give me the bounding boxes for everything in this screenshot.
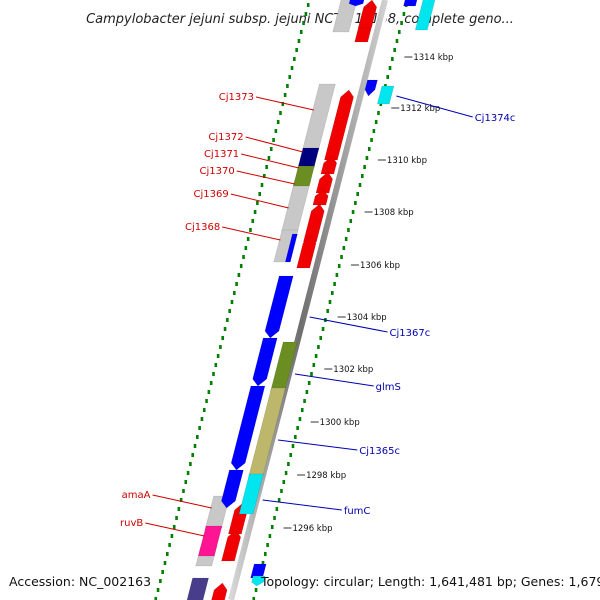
kbp-ticks: 1314 kbp 1312 kbp 1310 kbp 1308 kbp 1306 kbp…	[283, 53, 453, 534]
navy-feature-box	[297, 147, 320, 169]
gene-leader-line	[230, 193, 289, 209]
reverse-cds-arrow	[230, 385, 266, 471]
forward-cds-arrow	[315, 171, 333, 194]
slate-feature-box	[186, 577, 209, 600]
gene-leader-line	[222, 226, 281, 241]
gene-label: Cj1368	[185, 222, 220, 233]
forward-cds-arrow	[211, 582, 228, 600]
blue-top-box	[403, 0, 418, 7]
forward-cds-arrow	[221, 529, 242, 562]
map-title: Campylobacter jejuni subsp. jejuni NCTC …	[86, 12, 514, 27]
grey-feature-box	[301, 83, 336, 153]
cyan-bottom-arrow	[251, 575, 266, 587]
kbp-tick-label: 1300 kbp	[320, 418, 360, 428]
gene-label: amaA	[122, 490, 151, 501]
reverse-cds-arrow	[221, 469, 244, 509]
cyan-small-box	[376, 85, 395, 105]
cyan-cds-box	[238, 473, 264, 515]
reverse-cds-arrow	[348, 0, 365, 7]
gene-leader-line	[245, 136, 304, 153]
kbp-tick-label: 1298 kbp	[306, 471, 346, 481]
forward-cds-arrow	[357, 3, 377, 29]
kbp-tick-label: 1310 kbp	[387, 156, 427, 166]
olive-feature-box	[292, 165, 315, 187]
cj1374c-arrow	[364, 79, 378, 97]
forward-cds-arrow	[296, 235, 317, 269]
gene-label: Cj1369	[194, 189, 229, 200]
kbp-tick-label: 1314 kbp	[413, 53, 453, 63]
gene-leader-line	[278, 439, 358, 451]
gene-leader-line	[236, 170, 295, 185]
gene-label: Cj1370	[200, 166, 235, 177]
kbp-tick-label: 1308 kbp	[374, 208, 414, 218]
gene-labels: Cj1373 Cj1372 Cj1371 Cj1370 Cj1369 Cj1368 amaA…	[120, 92, 516, 537]
kbp-tick-label: 1302 kbp	[333, 365, 373, 375]
gene-label: Cj1374c	[475, 113, 516, 124]
khaki-cds-box	[248, 387, 286, 477]
gene-label: Cj1372	[208, 132, 243, 143]
gene-leader-line	[255, 96, 314, 111]
reverse-cds-arrow	[264, 275, 294, 339]
kbp-tick-label: 1312 kbp	[400, 104, 440, 114]
gene-label: fumC	[344, 506, 371, 517]
grey-feature-box	[332, 0, 358, 33]
gene-label: ruvB	[120, 518, 143, 529]
gene-label: Cj1373	[219, 92, 254, 103]
cyan-top-box	[414, 0, 436, 31]
olive-cds-box	[270, 341, 298, 393]
blue-feature-sliver	[284, 233, 298, 263]
gene-leader-line	[396, 95, 473, 118]
feature-tracks	[186, 0, 436, 600]
dotted-ring-outer	[252, 3, 408, 600]
kbp-tick-label: 1304 kbp	[347, 313, 387, 323]
pink-feature-box	[197, 525, 223, 557]
gene-leader-line	[241, 153, 299, 169]
grey-feature-box	[281, 179, 312, 233]
gene-leader-line	[309, 316, 388, 333]
gene-leader-line	[294, 373, 374, 387]
gene-label: Cj1365c	[359, 446, 400, 457]
gene-label: glmS	[376, 382, 401, 393]
kbp-tick-label: 1296 kbp	[292, 524, 332, 534]
gene-leader-line	[262, 499, 342, 511]
gene-label: Cj1371	[204, 149, 239, 160]
accession-text: Accession: NC_002163	[9, 574, 151, 589]
kbp-tick-label: 1306 kbp	[360, 261, 400, 271]
reverse-cds-arrow	[252, 337, 278, 387]
gene-leader-line	[145, 522, 205, 537]
gene-leader-line	[152, 494, 212, 509]
genome-summary-text: Topology: circular; Length: 1,641,481 bp…	[260, 574, 600, 589]
gene-label: Cj1367c	[390, 328, 431, 339]
